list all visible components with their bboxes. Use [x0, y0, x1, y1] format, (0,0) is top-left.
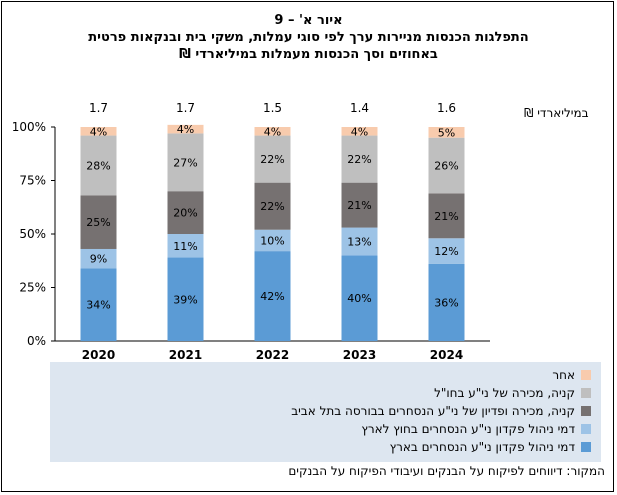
- figure-label: איור א' – 9: [274, 13, 343, 28]
- data-label: 20%: [173, 207, 197, 220]
- bar-segment: [428, 127, 465, 138]
- data-label: 22%: [260, 153, 284, 166]
- bar-segment: [80, 195, 117, 249]
- data-label: 22%: [347, 153, 371, 166]
- legend-item-tase-trade: קניה, מכירה ופדיון של ני"ע הנסחרים בבורס…: [291, 402, 591, 420]
- y-tick-label: 25%: [19, 281, 46, 295]
- x-tick-label: 2022: [256, 348, 289, 362]
- data-label: 42%: [260, 290, 284, 303]
- data-label: 26%: [434, 160, 458, 173]
- x-tick-label: 2024: [430, 348, 463, 362]
- bar-segment: [80, 135, 117, 196]
- bar-segment: [341, 135, 378, 183]
- y-tick-label: 0%: [27, 334, 46, 348]
- data-label: 40%: [347, 292, 371, 305]
- total-label: 1.7: [89, 101, 108, 115]
- legend-label: דמי ניהול פקדון ני"ע הנסחרים בחוץ לארץ: [361, 422, 575, 436]
- bar-segment: [428, 238, 465, 264]
- data-label: 5%: [438, 126, 455, 139]
- data-label: 12%: [434, 245, 458, 258]
- total-label: 1.5: [263, 101, 282, 115]
- legend-item-domestic-custody: דמי ניהול פקדון ני"ע הנסחרים בארץ: [390, 438, 591, 456]
- bar-segment: [80, 268, 117, 341]
- data-label: 39%: [173, 293, 197, 306]
- legend-label: אחר: [552, 368, 575, 382]
- total-label: 1.4: [350, 101, 369, 115]
- data-label: 27%: [173, 156, 197, 169]
- y-tick-label: 50%: [19, 227, 46, 241]
- data-label: 34%: [86, 299, 110, 312]
- data-label: 4%: [90, 125, 107, 138]
- figure-title: איור א' – 9 התפלגות הכנסות מניירות ערך ל…: [0, 12, 617, 63]
- legend-label: דמי ניהול פקדון ני"ע הנסחרים בארץ: [389, 440, 575, 454]
- legend-item-foreign-custody: דמי ניהול פקדון ני"ע הנסחרים בחוץ לארץ: [361, 420, 591, 438]
- total-label: 1.7: [176, 101, 195, 115]
- bar-segment: [167, 257, 204, 341]
- legend-item-other: אחר: [552, 366, 591, 384]
- data-label: 28%: [86, 160, 110, 173]
- data-label: 10%: [260, 234, 284, 247]
- legend-label: קניה, מכירה של ני"ע בחו"ל: [434, 386, 575, 400]
- bar-segment: [80, 248, 117, 269]
- data-label: 25%: [86, 216, 110, 229]
- legend: אחר קניה, מכירה של ני"ע בחו"ל קניה, מכיר…: [50, 362, 601, 462]
- bar-segment: [428, 193, 465, 239]
- figure-title-line1: התפלגות הכנסות מניירות ערך לפי סוגי עמלו…: [88, 30, 529, 45]
- y-tick-label: 75%: [19, 174, 46, 188]
- data-label: 22%: [260, 200, 284, 213]
- total-label: 1.6: [437, 101, 456, 115]
- bar-segment: [341, 227, 378, 256]
- legend-swatch: [581, 424, 591, 434]
- bar-segment: [254, 229, 291, 252]
- legend-swatch: [581, 370, 591, 380]
- bar-segment: [254, 127, 291, 136]
- data-label: 21%: [434, 210, 458, 223]
- data-label: 21%: [347, 199, 371, 212]
- data-label: 13%: [347, 235, 371, 248]
- bar-segment: [167, 191, 204, 234]
- bar-segment: [167, 234, 204, 258]
- bar-segment: [167, 124, 204, 134]
- figure-title-line2: באחוזים וסך הכנסות מעמלות במיליארדי ₪: [179, 47, 438, 62]
- legend-label: קניה, מכירה ופדיון של ני"ע הנסחרים בבורס…: [291, 404, 575, 418]
- data-label: 11%: [173, 240, 197, 253]
- data-label: 36%: [434, 296, 458, 309]
- data-label: 4%: [177, 123, 194, 136]
- x-tick-label: 2021: [169, 348, 202, 362]
- bar-segment: [341, 127, 378, 136]
- bar-segment: [167, 133, 204, 192]
- bar-segment: [341, 255, 378, 341]
- data-label: 4%: [264, 125, 281, 138]
- legend-item-foreign-trade: קניה, מכירה של ני"ע בחו"ל: [434, 384, 591, 402]
- legend-swatch: [581, 388, 591, 398]
- data-label: 9%: [90, 253, 107, 266]
- y-tick-label: 100%: [12, 120, 46, 134]
- x-tick-label: 2020: [82, 348, 115, 362]
- legend-swatch: [581, 406, 591, 416]
- unit-label: במיליארדי ₪: [524, 106, 589, 120]
- bar-segment: [80, 127, 117, 136]
- data-label: 4%: [351, 125, 368, 138]
- bar-segment: [341, 182, 378, 228]
- bar-segment: [428, 263, 465, 341]
- bar-segment: [254, 251, 291, 341]
- source-note: המקור: דיווחים לפיקוח על הבנקים ועיבודי …: [288, 464, 605, 478]
- bar-segment: [428, 137, 465, 194]
- bar-segment: [254, 182, 291, 230]
- x-tick-label: 2023: [343, 348, 376, 362]
- legend-swatch: [581, 442, 591, 452]
- bar-segment: [254, 135, 291, 183]
